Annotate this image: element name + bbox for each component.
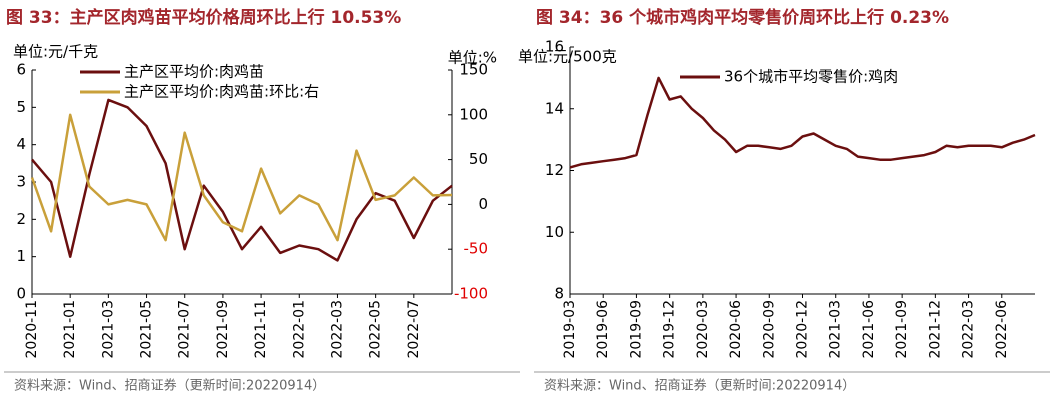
x-tick-label: 2021-07 <box>177 300 193 359</box>
series-line <box>569 76 1036 169</box>
x-tick-label: 2020-03 <box>695 300 711 359</box>
x-tick-label: 2021-03 <box>100 300 116 359</box>
x-tick-label: 2022-03 <box>329 300 345 359</box>
y2-tick-label: -100 <box>454 285 488 303</box>
y2-tick-label: 0 <box>478 195 488 213</box>
y2-axis-label: 单位:% <box>448 49 497 67</box>
source: 资料来源：Wind、招商证券（更新时间:20220914） <box>544 378 855 394</box>
y-tick-label: 5 <box>16 98 26 116</box>
x-tick-label: 2022-05 <box>368 300 384 359</box>
series-line <box>30 113 453 242</box>
x-tick-label: 2021-12 <box>927 300 943 359</box>
x-tick-label: 2021-05 <box>139 300 155 359</box>
y-tick-label: 8 <box>554 285 564 303</box>
series-line <box>31 98 453 262</box>
legend-label: 主产区平均价:肉鸡苗:环比:右 <box>124 83 319 101</box>
source: 资料来源：Wind、招商证券（更新时间:20220914） <box>14 378 325 394</box>
y-tick-label: 16 <box>545 38 564 56</box>
x-tick-label: 2020-06 <box>728 300 744 359</box>
x-tick-label: 2021-06 <box>861 300 877 359</box>
y2-tick-label: -50 <box>464 240 489 258</box>
y-tick-label: 4 <box>16 135 26 153</box>
y2-tick-label: 100 <box>459 105 488 123</box>
y-tick-label: 1 <box>16 247 26 265</box>
legend-label: 主产区平均价:肉鸡苗 <box>124 63 264 81</box>
y2-tick-label: 150 <box>459 61 488 79</box>
x-tick-label: 2022-06 <box>994 300 1010 359</box>
y-axis-label: 单位:元/千克 <box>13 43 98 61</box>
y-tick-label: 10 <box>545 223 564 241</box>
y-tick-label: 12 <box>545 161 564 179</box>
x-tick-label: 2021-01 <box>62 300 78 359</box>
x-tick-label: 2022-01 <box>291 300 307 359</box>
x-tick-label: 2019-03 <box>562 300 578 359</box>
y-tick-label: 6 <box>16 61 26 79</box>
x-tick-label: 2019-09 <box>628 300 644 359</box>
x-tick-label: 2022-07 <box>406 300 422 359</box>
x-tick-label: 2019-06 <box>595 300 611 359</box>
x-tick-label: 2021-03 <box>828 300 844 359</box>
y-axis-label: 单位:元/500克 <box>518 48 617 66</box>
x-tick-label: 2021-09 <box>215 300 231 359</box>
x-tick-label: 2020-12 <box>795 300 811 359</box>
y-tick-label: 2 <box>16 210 26 228</box>
x-tick-label: 2020-11 <box>24 300 40 359</box>
chart-title: 图 34：36 个城市鸡肉平均零售价周环比上行 0.23% <box>536 7 949 28</box>
y-tick-label: 14 <box>545 99 564 117</box>
legend-label: 36个城市平均零售价:鸡肉 <box>724 68 898 86</box>
x-tick-label: 2019-12 <box>662 300 678 359</box>
y-tick-label: 3 <box>16 173 26 191</box>
x-tick-label: 2021-11 <box>253 300 269 359</box>
x-tick-label: 2021-09 <box>894 300 910 359</box>
chart-title: 图 33：主产区肉鸡苗平均价格周环比上行 10.53% <box>6 7 401 28</box>
y2-tick-label: 50 <box>469 150 488 168</box>
x-tick-label: 2020-09 <box>761 300 777 359</box>
y-tick-label: 0 <box>16 285 26 303</box>
x-tick-label: 2022-03 <box>961 300 977 359</box>
